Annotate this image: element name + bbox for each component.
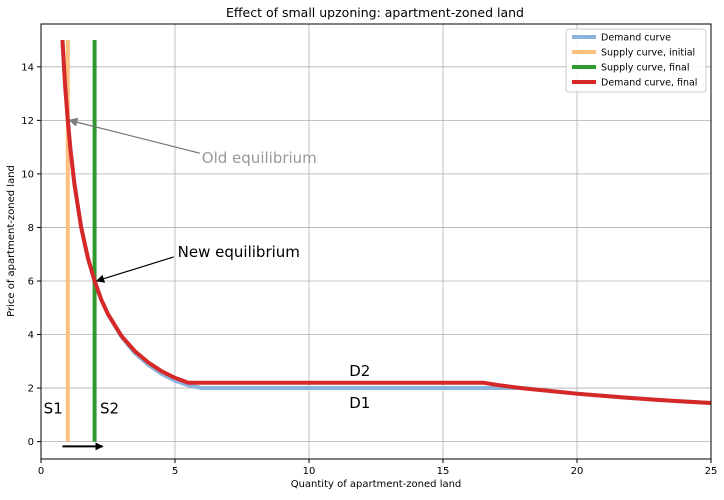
annotation-old-equilibrium: Old equilibrium: [202, 149, 317, 167]
x-tick-label: 0: [38, 466, 44, 477]
plot-frame: [40, 23, 712, 460]
legend: Demand curve Supply curve, initial Supply …: [565, 28, 707, 93]
y-tick-label: 6: [28, 276, 34, 287]
axis-ticks: 0 5 10 15 20 25 0 2 4 6 8 10 12 14: [21, 62, 717, 477]
y-axis-label: Price of apartment-zoned land: [6, 165, 17, 317]
x-tick-label: 15: [437, 466, 450, 477]
x-tick-label: 20: [571, 466, 584, 477]
annotation-arrow-old-equilibrium: [70, 120, 200, 154]
x-tick-label: 25: [705, 466, 718, 477]
y-tick-label: 0: [28, 437, 34, 448]
annotation-d2: D2: [349, 362, 370, 380]
x-tick-label: 10: [303, 466, 316, 477]
chart-title: Effect of small upzoning: apartment-zone…: [226, 5, 524, 20]
x-tick-label: 5: [172, 466, 178, 477]
series-line-demand-curve-final: [60, 39, 712, 406]
annotations: Old equilibrium New equilibrium S1 S2 D1 D2: [44, 120, 370, 451]
annotation-s1: S1: [44, 399, 63, 417]
legend-box: [565, 28, 707, 93]
y-tick-label: 10: [21, 169, 34, 180]
series-line-demand-curve: [60, 39, 712, 406]
annotation-new-equilibrium: New equilibrium: [178, 243, 300, 261]
legend-label-demand-curve-final: Demand curve, final: [601, 78, 697, 89]
legend-label-supply-curve-initial: Supply curve, initial: [601, 48, 695, 59]
x-axis-label: Quantity of apartment-zoned land: [291, 479, 462, 490]
y-tick-label: 14: [21, 62, 34, 73]
y-tick-label: 4: [28, 330, 34, 341]
series-lines: [60, 39, 712, 442]
annotation-d1: D1: [349, 394, 370, 412]
annotation-s2: S2: [100, 399, 119, 417]
y-tick-label: 8: [28, 223, 34, 234]
y-tick-label: 2: [28, 384, 34, 395]
annotation-arrow-new-equilibrium: [95, 256, 174, 283]
legend-label-demand-curve: Demand curve: [601, 33, 671, 44]
y-tick-label: 12: [21, 116, 34, 127]
legend-label-supply-curve-final: Supply curve, final: [601, 63, 690, 74]
